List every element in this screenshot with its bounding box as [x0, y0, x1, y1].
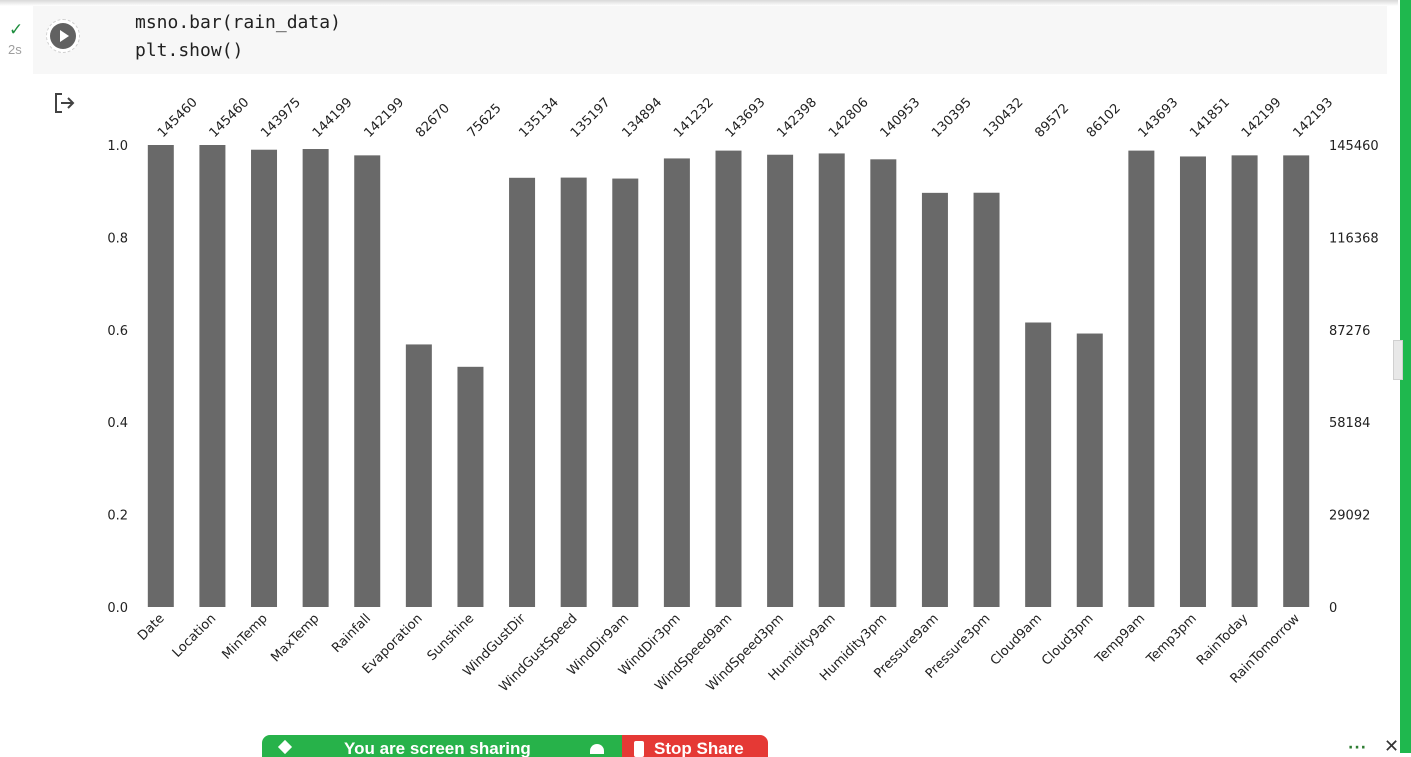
stop-share-button[interactable]: Stop Share: [622, 735, 768, 757]
check-icon: ✓: [9, 20, 24, 40]
x-tick-label: Temp3pm: [1143, 611, 1199, 667]
bar-Humidity9am: [818, 153, 845, 608]
left-tick-label: 0.0: [107, 601, 128, 616]
stop-share-label: Stop Share: [654, 739, 744, 757]
right-tick-label: 145460: [1329, 139, 1379, 154]
bar-count-label: 142199: [361, 95, 407, 141]
bar-Location: [199, 145, 226, 607]
close-icon[interactable]: ✕: [1384, 736, 1400, 757]
x-tick-label: Location: [170, 611, 219, 660]
left-tick-label: 1.0: [107, 139, 128, 154]
bar-count-label: 140953: [878, 95, 924, 141]
bar-count-label: 143693: [1136, 95, 1182, 141]
screen-sharing-text: You are screen sharing: [344, 739, 531, 757]
bar-WindGustSpeed: [560, 177, 587, 608]
left-tick-label: 0.2: [107, 509, 128, 524]
bar-RainToday: [1231, 155, 1258, 607]
x-tick-label: MaxTemp: [268, 611, 322, 665]
bar-Cloud9am: [1025, 322, 1052, 607]
x-tick-label: MinTemp: [219, 611, 270, 662]
bar-count-label: 130432: [981, 95, 1027, 141]
bar-count-label: 142806: [826, 95, 872, 141]
bar-Pressure9am: [921, 192, 948, 607]
bar-WindSpeed9am: [715, 150, 742, 607]
bar-count-label: 142398: [774, 95, 820, 141]
bar-Temp3pm: [1179, 156, 1206, 608]
bar-count-label: 143975: [258, 95, 304, 141]
bar-Sunshine: [457, 366, 484, 607]
drag-handle-icon[interactable]: [277, 739, 293, 755]
bar-count-label: 135134: [516, 95, 562, 141]
code-cell[interactable]: msno.bar(rain_data) plt.show(): [33, 6, 1387, 74]
stop-icon: [634, 741, 644, 757]
bar-count-label: 75625: [465, 101, 505, 141]
x-tick-label: Temp9am: [1092, 611, 1148, 667]
bar-count-label: 141851: [1187, 95, 1233, 141]
bar-count-label: 134894: [620, 95, 666, 141]
code-line-2[interactable]: plt.show(): [135, 40, 244, 61]
left-tick-label: 0.8: [107, 231, 128, 246]
right-tick-label: 0: [1329, 601, 1337, 616]
right-tick-label: 87276: [1329, 324, 1370, 339]
bar-count-label: 145460: [207, 95, 253, 141]
x-tick-label: Cloud3pm: [1039, 611, 1097, 669]
more-options-icon[interactable]: ···: [1348, 740, 1367, 756]
bar-count-label: 89572: [1032, 101, 1072, 141]
left-tick-label: 0.4: [107, 416, 128, 431]
right-tick-label: 116368: [1329, 231, 1379, 246]
x-tick-label: Rainfall: [329, 611, 374, 656]
scrollbar-thumb[interactable]: [1393, 340, 1403, 380]
right-tick-label: 29092: [1329, 509, 1370, 524]
screen-sharing-banner[interactable]: You are screen sharing: [262, 735, 622, 757]
run-cell-button[interactable]: [46, 19, 80, 53]
x-tick-label: Sunshine: [425, 611, 478, 664]
bar-RainTomorrow: [1283, 155, 1310, 608]
bar-MinTemp: [251, 149, 278, 607]
x-tick-label: Date: [135, 611, 168, 644]
bar-Pressure3pm: [973, 192, 1000, 607]
play-icon: [50, 23, 76, 49]
bar-Date: [147, 145, 174, 607]
bar-count-label: 142193: [1290, 95, 1336, 141]
right-tick-label: 58184: [1329, 416, 1370, 431]
top-shadow: [0, 0, 1400, 6]
bar-Humidity3pm: [870, 159, 897, 607]
share-icon: [590, 744, 604, 754]
bar-Rainfall: [354, 155, 381, 607]
code-line-1[interactable]: msno.bar(rain_data): [135, 12, 341, 33]
bar-count-label: 144199: [310, 95, 356, 141]
bar-count-label: 142199: [1239, 95, 1285, 141]
missing-values-bar-chart: 145460 145460 143975 144199 142199 82670 75625…: [107, 95, 1379, 695]
bar-count-label: 135197: [568, 95, 614, 141]
output-redirect-icon[interactable]: [54, 92, 78, 116]
bar-count-label: 141232: [671, 95, 717, 141]
bar-count-label: 86102: [1084, 101, 1124, 141]
bar-WindDir9am: [612, 178, 639, 607]
bar-MaxTemp: [302, 149, 329, 607]
bar-Evaporation: [405, 344, 432, 607]
bar-count-label: 82670: [413, 101, 453, 141]
left-tick-label: 0.6: [107, 324, 128, 339]
bar-count-label: 143693: [723, 95, 769, 141]
bar-WindGustDir: [509, 177, 536, 607]
bar-count-label: 130395: [929, 95, 975, 141]
bar-WindSpeed3pm: [767, 154, 794, 607]
execution-time: 2s: [8, 42, 22, 57]
screen-share-border: [1400, 0, 1411, 753]
bar-Temp9am: [1128, 150, 1155, 607]
x-tick-label: Cloud9am: [988, 611, 1045, 668]
bar-WindDir3pm: [663, 158, 690, 607]
bar-count-label: 145460: [155, 95, 201, 141]
bar-Cloud3pm: [1076, 333, 1103, 607]
